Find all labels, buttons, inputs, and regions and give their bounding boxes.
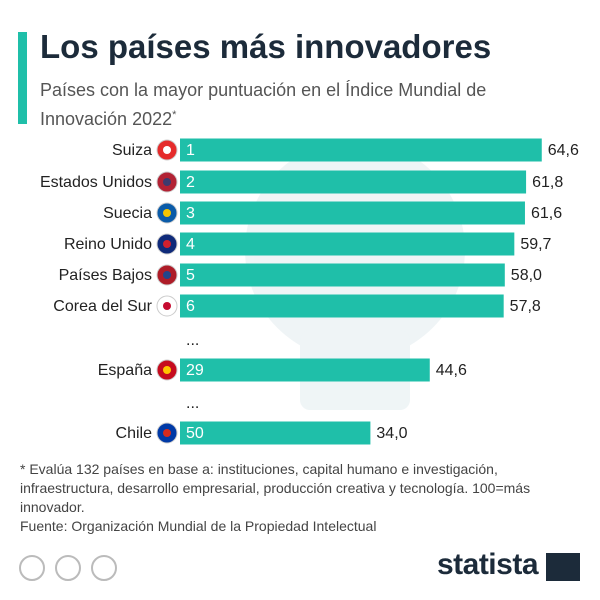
value-label: 58,0: [511, 267, 542, 284]
bar: [180, 421, 371, 445]
chart-subtitle: Países con la mayor puntuación en el Índ…: [40, 78, 540, 132]
gap-label: ...: [186, 332, 199, 349]
license-icons: [19, 555, 117, 581]
category-label: Corea del Sur: [53, 298, 152, 315]
rank-label: 29: [186, 362, 204, 379]
bar: [180, 294, 504, 318]
flag-icon-detail: [163, 209, 171, 217]
category-label: Suecia: [103, 205, 152, 222]
gap-label: ...: [186, 395, 199, 412]
category-label: Suiza: [112, 142, 152, 159]
flag-icon-detail: [163, 366, 171, 374]
value-label: 61,8: [532, 174, 563, 191]
value-label: 44,6: [436, 362, 467, 379]
bar: [180, 263, 505, 287]
rank-label: 4: [186, 236, 195, 253]
chart-title: Los países más innovadores: [40, 28, 492, 65]
flag-icon-detail: [163, 178, 171, 186]
category-label: Países Bajos: [59, 267, 152, 284]
flag-icon-detail: [163, 146, 171, 154]
value-label: 34,0: [376, 425, 407, 442]
category-label: España: [98, 362, 152, 379]
bar: [180, 232, 515, 256]
source: Fuente: Organización Mundial de la Propi…: [20, 518, 377, 534]
bar: [180, 201, 525, 225]
value-label: 59,7: [520, 236, 551, 253]
value-label: 61,6: [531, 205, 562, 222]
subtitle-mark: *: [172, 109, 177, 121]
footnote: * Evalúa 132 países en base a: instituci…: [20, 461, 531, 515]
value-label: 57,8: [510, 298, 541, 315]
rank-label: 1: [186, 142, 195, 159]
rank-label: 5: [186, 267, 195, 284]
rank-label: 50: [186, 425, 204, 442]
subtitle-text: Países con la mayor puntuación en el Índ…: [40, 80, 487, 129]
category-label: Reino Unido: [64, 236, 152, 253]
brand: statista: [436, 548, 539, 581]
category-label: Estados Unidos: [40, 174, 152, 191]
bar: [180, 170, 527, 194]
value-label: 64,6: [548, 142, 579, 159]
flag-icon-detail: [163, 240, 171, 248]
rank-label: 2: [186, 174, 195, 191]
brand-logo: [546, 553, 580, 581]
flag-icon-detail: [163, 271, 171, 279]
bar: [180, 138, 542, 162]
category-label: Chile: [116, 425, 153, 442]
bar: [180, 358, 430, 382]
rank-label: 3: [186, 205, 195, 222]
rank-label: 6: [186, 298, 195, 315]
flag-icon-detail: [163, 429, 171, 437]
flag-icon-detail: [163, 302, 171, 310]
accent-bar: [18, 32, 27, 124]
